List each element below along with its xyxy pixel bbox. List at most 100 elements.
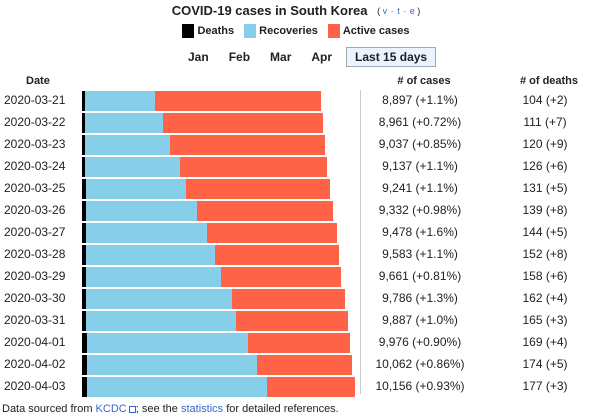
bar-segment-active bbox=[207, 223, 337, 243]
column-header-date: Date bbox=[26, 75, 50, 87]
bar-segment-recoveries bbox=[86, 355, 257, 375]
row-deaths: 104 (+2) bbox=[522, 93, 568, 107]
tab-last-15-days[interactable]: Last 15 days bbox=[346, 47, 437, 67]
vte-links: ( v · t · e ) bbox=[377, 6, 420, 16]
vte-open-paren: ( bbox=[377, 6, 381, 16]
row-date: 2020-03-28 bbox=[4, 247, 66, 261]
bar-segment-active bbox=[235, 311, 348, 331]
bar-segment-deaths bbox=[82, 135, 86, 155]
bar-segment-recoveries bbox=[85, 179, 186, 199]
bar-segment-recoveries bbox=[85, 223, 208, 243]
bar-segment-deaths bbox=[82, 377, 87, 397]
bar-segment-deaths bbox=[82, 267, 87, 287]
table-row: 2020-03-28 9,583 (+1.1%) 152 (+8) bbox=[0, 243, 592, 265]
row-deaths: 139 (+8) bbox=[522, 203, 568, 217]
row-date: 2020-03-21 bbox=[4, 93, 66, 107]
tab-apr[interactable]: Apr bbox=[311, 50, 333, 64]
data-rows: 2020-03-21 8,897 (+1.1%) 104 (+2) 2020-03-2… bbox=[0, 89, 592, 397]
row-deaths: 111 (+7) bbox=[523, 115, 567, 129]
row-deaths: 158 (+6) bbox=[522, 269, 568, 283]
footer-prefix: Data sourced from bbox=[2, 403, 96, 415]
row-date: 2020-03-31 bbox=[4, 313, 66, 327]
bar-segment-recoveries bbox=[86, 333, 249, 353]
row-date: 2020-03-27 bbox=[4, 225, 66, 239]
legend-swatch-active bbox=[327, 24, 340, 38]
bar-segment-recoveries bbox=[85, 135, 171, 155]
bar-segment-deaths bbox=[82, 113, 85, 133]
row-deaths: 165 (+3) bbox=[522, 313, 568, 327]
bar-segment-recoveries bbox=[84, 91, 155, 111]
footer-middle: ; see the bbox=[135, 403, 181, 415]
vte-separator: · bbox=[403, 6, 407, 16]
row-deaths: 126 (+6) bbox=[522, 159, 568, 173]
vte-close-paren: ) bbox=[417, 6, 421, 16]
bar-segment-recoveries bbox=[86, 311, 236, 331]
row-deaths: 177 (+3) bbox=[522, 379, 568, 393]
bar-segment-deaths bbox=[82, 91, 85, 111]
bar-segment-active bbox=[248, 333, 350, 353]
footer-suffix: for detailed references. bbox=[223, 403, 339, 415]
row-date: 2020-04-03 bbox=[4, 379, 66, 393]
row-date: 2020-03-23 bbox=[4, 137, 66, 151]
bar-segment-deaths bbox=[82, 201, 86, 221]
legend: Deaths Recoveries Active cases bbox=[0, 23, 592, 39]
talk-template-link[interactable]: t bbox=[397, 6, 400, 16]
row-date: 2020-03-25 bbox=[4, 181, 66, 195]
bar-segment-active bbox=[170, 135, 325, 155]
chart-title-text: COVID-19 cases in South Korea bbox=[171, 3, 368, 18]
statistics-link[interactable]: statistics bbox=[180, 403, 224, 415]
bar-segment-recoveries bbox=[85, 157, 180, 177]
bar-segment-recoveries bbox=[86, 245, 216, 265]
table-row: 2020-03-22 8,961 (+0.72%) 111 (+7) bbox=[0, 111, 592, 133]
legend-swatch-recoveries bbox=[244, 24, 257, 38]
footer-note: Data sourced from KCDC ; see the statisti… bbox=[2, 402, 339, 416]
vte-separator: · bbox=[390, 6, 394, 16]
table-row: 2020-03-29 9,661 (+0.81%) 158 (+6) bbox=[0, 265, 592, 287]
bar-segment-active bbox=[266, 377, 355, 397]
row-cases: 9,976 (+0.90%) bbox=[378, 335, 462, 349]
bar-segment-active bbox=[185, 179, 331, 199]
table-row: 2020-03-31 9,887 (+1.0%) 165 (+3) bbox=[0, 309, 592, 331]
kcdc-link[interactable]: KCDC bbox=[95, 403, 127, 415]
table-row: 2020-03-25 9,241 (+1.1%) 131 (+5) bbox=[0, 177, 592, 199]
bar-segment-recoveries bbox=[86, 289, 232, 309]
legend-label: Recoveries bbox=[259, 25, 318, 37]
table-row: 2020-03-24 9,137 (+1.1%) 126 (+6) bbox=[0, 155, 592, 177]
view-template-link[interactable]: v bbox=[382, 6, 388, 16]
bar-segment-deaths bbox=[82, 179, 86, 199]
table-row: 2020-03-27 9,478 (+1.6%) 144 (+5) bbox=[0, 221, 592, 243]
tab-mar[interactable]: Mar bbox=[270, 50, 292, 64]
row-date: 2020-04-01 bbox=[4, 335, 66, 349]
legend-item-active: Active cases bbox=[327, 23, 410, 39]
legend-label: Active cases bbox=[342, 25, 410, 37]
legend-item-recoveries: Recoveries bbox=[244, 23, 318, 39]
column-header-deaths: # of deaths bbox=[519, 75, 579, 87]
row-deaths: 152 (+8) bbox=[522, 247, 568, 261]
row-deaths: 169 (+4) bbox=[522, 335, 568, 349]
row-date: 2020-04-02 bbox=[4, 357, 66, 371]
row-date: 2020-03-22 bbox=[4, 115, 66, 129]
row-cases: 9,137 (+1.1%) bbox=[382, 159, 458, 173]
legend-item-deaths: Deaths bbox=[182, 23, 234, 39]
bar-segment-deaths bbox=[82, 245, 87, 265]
bar-segment-active bbox=[197, 201, 333, 221]
tab-jan[interactable]: Jan bbox=[188, 50, 209, 64]
bar-segment-deaths bbox=[82, 157, 86, 177]
table-row: 2020-04-03 10,156 (+0.93%) 177 (+3) bbox=[0, 375, 592, 397]
row-cases: 10,156 (+0.93%) bbox=[375, 379, 465, 393]
table-row: 2020-03-30 9,786 (+1.3%) 162 (+4) bbox=[0, 287, 592, 309]
tab-feb[interactable]: Feb bbox=[228, 50, 251, 64]
bar-segment-active bbox=[256, 355, 353, 375]
row-cases: 9,037 (+0.85%) bbox=[378, 137, 462, 151]
table-row: 2020-04-01 9,976 (+0.90%) 169 (+4) bbox=[0, 331, 592, 353]
row-cases: 9,478 (+1.6%) bbox=[382, 225, 458, 239]
row-cases: 8,897 (+1.1%) bbox=[382, 93, 458, 107]
row-cases: 9,661 (+0.81%) bbox=[378, 269, 462, 283]
row-date: 2020-03-24 bbox=[4, 159, 66, 173]
row-date: 2020-03-30 bbox=[4, 291, 66, 305]
edit-template-link[interactable]: e bbox=[409, 6, 415, 16]
bar-segment-deaths bbox=[82, 355, 87, 375]
table-row: 2020-03-26 9,332 (+0.98%) 139 (+8) bbox=[0, 199, 592, 221]
month-tabs: Jan Feb Mar Apr Last 15 days bbox=[178, 46, 437, 68]
bar-segment-active bbox=[231, 289, 345, 309]
